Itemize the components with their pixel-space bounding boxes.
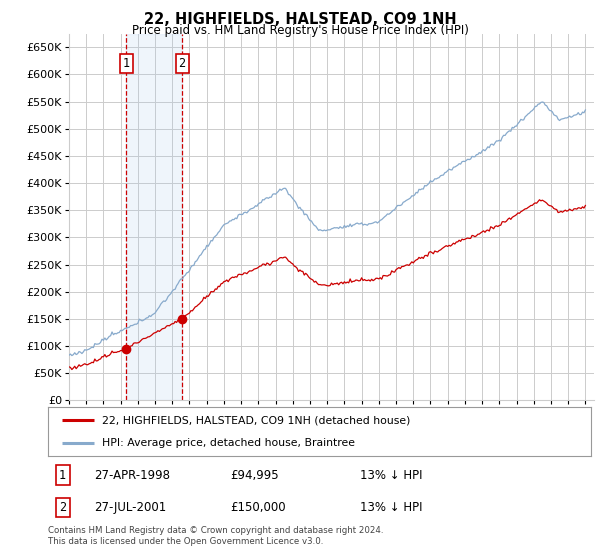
Text: 13% ↓ HPI: 13% ↓ HPI (360, 501, 423, 514)
Bar (126, 34, 182, 400)
Text: HPI: Average price, detached house, Braintree: HPI: Average price, detached house, Brai… (103, 438, 355, 448)
Text: Price paid vs. HM Land Registry's House Price Index (HPI): Price paid vs. HM Land Registry's House … (131, 24, 469, 37)
Text: 1: 1 (59, 469, 66, 482)
Text: 22, HIGHFIELDS, HALSTEAD, CO9 1NH: 22, HIGHFIELDS, HALSTEAD, CO9 1NH (143, 12, 457, 27)
Text: Contains HM Land Registry data © Crown copyright and database right 2024.
This d: Contains HM Land Registry data © Crown c… (48, 526, 383, 546)
Text: 27-APR-1998: 27-APR-1998 (94, 469, 170, 482)
Text: 2: 2 (179, 57, 185, 70)
Text: 2: 2 (59, 501, 66, 514)
Text: £94,995: £94,995 (230, 469, 278, 482)
Text: 13% ↓ HPI: 13% ↓ HPI (360, 469, 423, 482)
Text: £150,000: £150,000 (230, 501, 286, 514)
Text: 1: 1 (122, 57, 130, 70)
Text: 22, HIGHFIELDS, HALSTEAD, CO9 1NH (detached house): 22, HIGHFIELDS, HALSTEAD, CO9 1NH (detac… (103, 416, 410, 426)
Text: 27-JUL-2001: 27-JUL-2001 (94, 501, 166, 514)
